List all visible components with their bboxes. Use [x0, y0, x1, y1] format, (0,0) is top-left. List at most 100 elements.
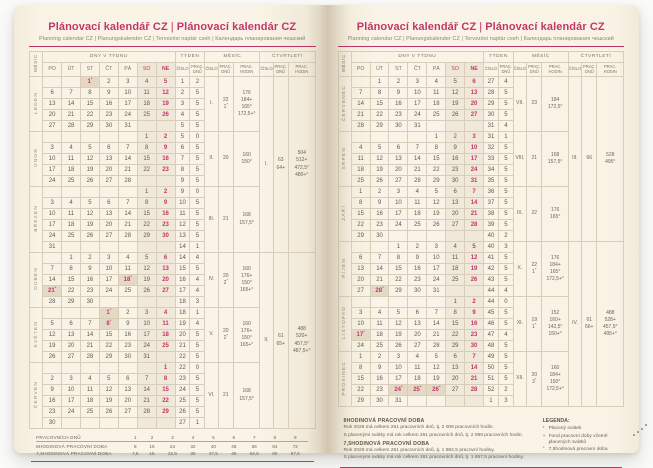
- calendar-right-jul-dec: MĚSÍC DNY V TÝDNU TÝDEN MĚSÍC ČTVRTLETÍ PO ÚT S…: [337, 51, 625, 407]
- footer-value: 32: [190, 443, 196, 449]
- month-workhours: 160 176+ 150° 165+°: [232, 252, 261, 308]
- header-quarter-workdays: PRAC. DNŮ: [581, 62, 598, 77]
- month-number: IX.: [512, 186, 528, 242]
- header-day-út: ÚT: [61, 62, 81, 77]
- month-name: ČERVEN: [28, 362, 44, 429]
- footer-row: PRACOVNÍCH DNŮ 1 2 3 4 5 6 7 8 9: [36, 434, 309, 443]
- day-cell: 7: [350, 87, 371, 99]
- day-cell: 22: [61, 285, 81, 297]
- day-cell: 11: [407, 362, 428, 374]
- legend-item: ° 7,5hodinová pracovní doba: [543, 447, 620, 453]
- day-cell: 18: [426, 98, 447, 110]
- day-cell: [61, 241, 81, 253]
- day-cell: 22: [136, 219, 157, 231]
- day-cell: 8: [61, 263, 81, 275]
- month-workhours: 168 157,5°: [541, 131, 569, 187]
- working-time-summary: 8HODINOVÁ PRACOVNÍ DOBA Rok 2025 má celk…: [344, 416, 526, 463]
- day-cell: 14: [407, 153, 428, 165]
- day-cell: 12: [426, 197, 447, 209]
- day-cell: [79, 186, 100, 198]
- week-number: 26: [174, 406, 191, 418]
- day-cell: 7: [464, 186, 485, 198]
- day-cell: 19: [426, 208, 447, 220]
- week-workdays: 4: [497, 76, 514, 88]
- title-divider: |: [170, 21, 174, 33]
- month-workhours: 176 184+ 165° 172,5+°: [541, 241, 569, 297]
- day-cell: [388, 296, 409, 308]
- footer-row-label: 7,5HODINOVÁ PRACOVNÍ DOBA: [36, 450, 112, 456]
- header-quarter-group: ČTVRTLETÍ: [259, 51, 316, 63]
- month-workdays: 19 1*: [525, 296, 543, 352]
- day-cell: 3: [350, 307, 371, 319]
- day-cell: 28: [426, 340, 447, 352]
- day-cell: 29: [445, 340, 466, 352]
- day-cell: 7: [136, 373, 157, 385]
- header-week-number: ČÍSLO: [174, 62, 191, 77]
- day-cell: 18: [369, 329, 390, 341]
- day-cell: 27: [98, 175, 119, 187]
- footer-row-label: PRACOVNÍCH DNŮ: [36, 434, 126, 443]
- day-cell: 11: [369, 318, 390, 330]
- week-row: 2 3 4 5 6 7 8 23 5: [30, 373, 316, 385]
- week-number: 29: [483, 98, 499, 110]
- week-row: 30 27 1: [30, 417, 316, 429]
- quarter-number: I.: [259, 76, 274, 253]
- week-row: 29 30 31 1 3: [338, 395, 624, 407]
- header-day-čt: ČT: [98, 62, 119, 77]
- week-number: 5: [174, 120, 191, 132]
- header-month-workhours: PRAC. HODIN: [541, 62, 569, 77]
- day-cell: 20: [464, 98, 485, 110]
- footer-value: 64: [272, 443, 278, 449]
- week-row: LEDEN 1* 2 3 4 5 1 2 I. 22 1* 176 184+ 165° 172,5+° I. 6…: [28, 76, 316, 253]
- month-number: I.: [204, 76, 219, 132]
- day-cell: [136, 296, 157, 308]
- legend-text: 7,5hodinová pracovní doba: [548, 447, 608, 453]
- day-cell: 12: [388, 318, 409, 330]
- day-cell: [61, 362, 81, 374]
- day-cell: 16: [117, 329, 138, 341]
- day-cell: 14: [426, 318, 447, 330]
- day-cell: [426, 395, 447, 407]
- day-cell: 28: [350, 120, 371, 132]
- day-cell: 20: [117, 395, 138, 407]
- day-cell: [426, 296, 447, 308]
- day-cell: 18: [136, 98, 157, 110]
- day-cell: [369, 131, 390, 143]
- day-cell: 17: [98, 274, 119, 286]
- week-number: 13: [174, 230, 191, 242]
- quarter-workdays: 63 64+: [272, 76, 289, 253]
- day-cell: 16: [369, 373, 390, 385]
- right-footer: 8HODINOVÁ PRACOVNÍ DOBA Rok 2025 má celk…: [344, 416, 621, 463]
- day-cell: 13: [117, 384, 138, 396]
- footer-value: 16: [149, 443, 155, 449]
- day-cell: 9: [98, 87, 119, 99]
- header-quarter-workhours: PRAC. HODIN: [596, 62, 624, 77]
- day-cell: 20: [98, 164, 119, 176]
- week-number: 30: [483, 109, 499, 121]
- month-name: ÚNOR: [28, 131, 44, 187]
- week-row: 8 9 10 11 12 13 14 50 5: [338, 362, 624, 374]
- day-cell: 3: [61, 373, 81, 385]
- day-cell: 11: [79, 384, 100, 396]
- day-cell: 4: [445, 241, 466, 253]
- day-cell: 24: [42, 175, 63, 187]
- week-number: 6: [174, 142, 191, 154]
- week-number: 50: [483, 362, 499, 374]
- week-workdays: 2: [497, 230, 514, 242]
- week-number: 28: [483, 87, 499, 99]
- day-cell: [350, 76, 371, 88]
- week-number: 10: [174, 197, 191, 209]
- day-cell: 13: [445, 197, 466, 209]
- footer-value: 48: [231, 443, 237, 449]
- day-cell: [388, 131, 409, 143]
- week-workdays: 5: [189, 329, 206, 341]
- week-workdays: 5: [189, 120, 206, 132]
- day-cell: 10: [61, 384, 81, 396]
- day-cell: 16: [464, 318, 485, 330]
- day-cell: 12: [155, 87, 176, 99]
- week-row: 14 15 16 17 18 19 20 29 5: [338, 98, 624, 110]
- month-name: ŘÍJEN: [337, 241, 352, 297]
- day-cell: 6: [98, 142, 119, 154]
- day-cell: 23: [98, 109, 119, 121]
- week-row: ČERVENEC 1 2 3 4 5 6 27 4 VII. 23 184 172,5° III. 66 52…: [337, 76, 624, 242]
